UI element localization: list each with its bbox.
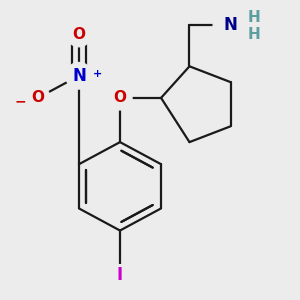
- Text: −: −: [15, 94, 26, 108]
- Circle shape: [67, 23, 91, 47]
- Circle shape: [108, 86, 132, 110]
- Circle shape: [213, 8, 248, 43]
- Text: N: N: [224, 16, 238, 34]
- Text: O: O: [72, 27, 86, 42]
- Text: H: H: [248, 10, 261, 25]
- Circle shape: [110, 265, 130, 285]
- Circle shape: [66, 62, 92, 89]
- Text: I: I: [117, 266, 123, 284]
- Circle shape: [26, 86, 50, 110]
- Text: H: H: [248, 27, 261, 42]
- Text: N: N: [72, 67, 86, 85]
- Text: O: O: [113, 90, 127, 105]
- Text: O: O: [32, 90, 44, 105]
- Text: +: +: [93, 69, 103, 79]
